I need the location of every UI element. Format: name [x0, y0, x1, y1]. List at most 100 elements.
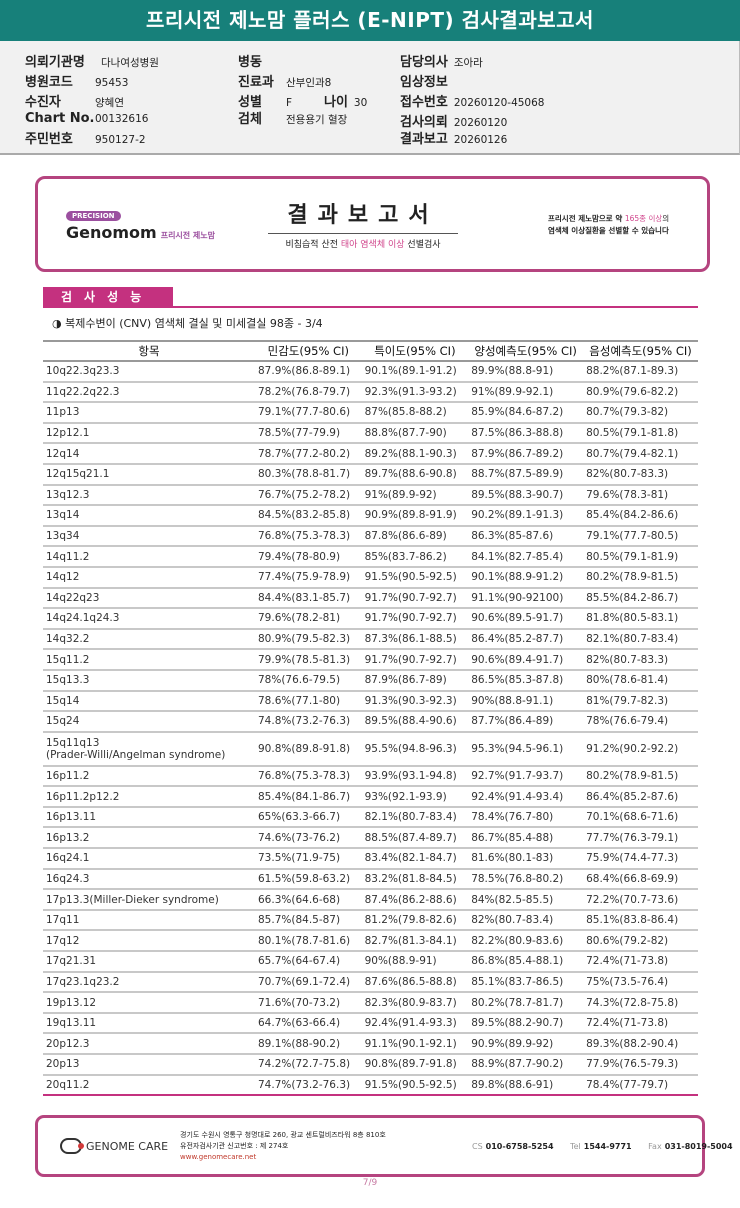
value-cell: 82.1%(80.7-83.4) — [361, 806, 469, 829]
value-cell: 86.3%(85-87.6) — [468, 525, 584, 548]
report-title: 프리시전 제노맘 플러스 (E-NIPT) 검사결과보고서 — [0, 0, 740, 41]
table-row: 14q11.2 79.4%(78-80.9) 85%(83.7-86.2) 84.1%… — [43, 546, 698, 568]
label: 결과보고 — [400, 132, 448, 147]
value-cell: 79.4%(78-80.9) — [255, 546, 362, 568]
item-cell: 19p13.12 — [43, 992, 255, 1014]
value-cell: 85%(83.7-86.2) — [361, 546, 469, 568]
value-cell: 90%(88.8-91.1) — [468, 690, 584, 713]
item-cell: 17q23.1q23.2 — [43, 971, 255, 994]
value-cell: 81.2%(79.8-82.6) — [361, 909, 469, 932]
id-field: 주민번호 950127-2 — [25, 128, 146, 147]
item-cell: 16p11.2p12.2 — [43, 786, 255, 808]
value: 다나여성병원 — [101, 57, 159, 69]
text: 비침습적 산전 — [285, 240, 341, 250]
patient-info-panel: 의뢰기관명 다나여성병원 병원코드 95453 수진자 양혜연 Chart No.00… — [0, 41, 740, 155]
cs-label: CS — [472, 1142, 483, 1151]
value-cell: 81%(79.7-82.3) — [583, 690, 698, 713]
item-cell: 20p13 — [43, 1054, 255, 1076]
value-cell: 89.5%(88.3-90.7) — [468, 484, 584, 507]
value-cell: 70.1%(68.6-71.6) — [583, 806, 698, 829]
text: 선별검사 — [404, 240, 441, 250]
value-cell: 91.5%(90.5-92.5) — [361, 1074, 469, 1097]
label: 접수번호 — [400, 95, 448, 110]
value: 조아라 — [453, 57, 483, 69]
value-cell: 82.3%(80.9-83.7) — [361, 992, 469, 1014]
value-cell: 80.7%(79.4-82.1) — [583, 443, 698, 465]
item-cell: 17q11 — [43, 909, 255, 932]
value-cell: 79.6%(78.3-81) — [583, 484, 698, 507]
value: 양혜연 — [95, 97, 124, 109]
code-field: 병원코드 95453 — [25, 71, 128, 90]
age-value: 30 — [353, 97, 368, 109]
value-cell: 90.8%(89.8-91.8) — [255, 731, 362, 767]
value-cell: 79.9%(78.5-81.3) — [255, 649, 362, 671]
label: 수진자 — [25, 95, 61, 110]
table-row: 12p12.1 78.5%(77-79.9) 88.8%(87.7-90) 87.5%… — [43, 422, 698, 445]
item-cell: 16q24.1 — [43, 848, 255, 870]
text: 의 — [662, 214, 670, 223]
value-cell: 64.7%(63-66.4) — [255, 1012, 362, 1035]
value-cell: 85.7%(84.5-87) — [255, 909, 362, 932]
table-row: 12q15q21.1 80.3%(78.8-81.7) 89.7%(88.6-90.… — [43, 463, 698, 486]
website-link[interactable]: www.genomecare.net — [180, 1153, 257, 1161]
value-cell: 85.4%(84.1-86.7) — [255, 786, 362, 808]
dept-field: 진료과 산부인과8 — [238, 71, 331, 90]
value-cell: 91.1%(90-92100) — [468, 587, 584, 610]
hospital-field: 의뢰기관명 다나여성병원 — [25, 51, 159, 70]
value: 전용용기 혈장 — [286, 114, 348, 126]
value-cell: 72.2%(70.7-73.6) — [583, 889, 698, 911]
value-cell: 91%(89.9-92.1) — [468, 381, 584, 404]
item-cell: 14q32.2 — [43, 628, 255, 651]
table-row: 15q24 74.8%(73.2-76.3) 89.5%(88.4-90.6) 87.… — [43, 711, 698, 733]
ward-field: 병동 — [238, 51, 268, 70]
value-cell: 82.7%(81.3-84.1) — [361, 930, 469, 953]
specimen-field: 검체 전용용기 혈장 — [238, 108, 347, 127]
label: 진료과 — [238, 75, 274, 90]
value-cell: 78%(76.6-79.4) — [583, 711, 698, 733]
table-row: 16q24.1 73.5%(71.9-75) 83.4%(82.1-84.7) 81.… — [43, 848, 698, 870]
item-cell: 19q13.11 — [43, 1012, 255, 1035]
item-cell: 16p13.11 — [43, 806, 255, 829]
table-row: 13q12.3 76.7%(75.2-78.2) 91%(89.9-92) 89.5%… — [43, 484, 698, 507]
value-cell: 78%(76.6-79.5) — [255, 669, 362, 692]
item-cell: 15q11.2 — [43, 649, 255, 671]
value-cell: 82%(80.7-83.4) — [468, 909, 584, 932]
banner-note: 프리시전 제노맘으로 약 165종 이상의 염색체 이상질환을 선별할 수 있습니… — [548, 213, 669, 237]
table-row: 17p13.3(Miller-Dieker syndrome) 66.3%(64.… — [43, 889, 698, 911]
brand: Genomom — [66, 223, 157, 242]
table-row: 17q23.1q23.2 70.7%(69.1-72.4) 87.6%(86.5-8… — [43, 971, 698, 994]
value: 20260126 — [453, 134, 508, 146]
table-row: 14q12 77.4%(75.9-78.9) 91.5%(90.5-92.5) 90.… — [43, 566, 698, 589]
value-cell: 80.2%(78.9-81.5) — [583, 566, 698, 589]
value-cell: 90.2%(89.1-91.3) — [468, 505, 584, 527]
column-header: 음성예측도(95% CI) — [583, 340, 698, 362]
value-cell: 80.5%(79.1-81.8) — [583, 422, 698, 445]
value-cell: 80.5%(79.1-81.9) — [583, 546, 698, 568]
section-subtitle: ◑ 복제수변이 (CNV) 염색체 결실 및 미세결실 98종 - 3/4 — [52, 317, 323, 330]
value-cell: 90.6%(89.5-91.7) — [468, 608, 584, 630]
footer: GENOME CARE 경기도 수원시 영통구 청명대로 260, 광교 센트럴… — [35, 1115, 733, 1177]
value-cell: 83.2%(81.8-84.5) — [361, 868, 469, 891]
value-cell: 70.7%(69.1-72.4) — [255, 971, 362, 994]
chart-field: Chart No.00132616 — [25, 111, 148, 126]
value-cell: 72.4%(71-73.8) — [583, 1012, 698, 1035]
value-cell: 76.8%(75.3-78.3) — [255, 525, 362, 548]
value-cell: 92.3%(91.3-93.2) — [361, 381, 469, 404]
value-cell: 88.9%(87.7-90.2) — [468, 1054, 584, 1076]
section-title: 검사성능 — [43, 287, 173, 307]
value-cell: 85.1%(83.8-86.4) — [583, 909, 698, 932]
value-cell: 90.1%(88.9-91.2) — [468, 566, 584, 589]
item-cell: 14q22q23 — [43, 587, 255, 610]
value-cell: 74.2%(72.7-75.8) — [255, 1054, 362, 1076]
value-cell: 91.3%(90.3-92.3) — [361, 690, 469, 713]
value: 95453 — [95, 77, 129, 89]
table-row: 11q22.2q22.3 78.2%(76.8-79.7) 92.3%(91.3-9… — [43, 381, 698, 404]
value-cell: 66.3%(64.6-68) — [255, 889, 362, 911]
table-row: 10q22.3q23.3 87.9%(86.8-89.1) 90.1%(89.1-9… — [43, 361, 698, 383]
value-cell: 90.1%(89.1-91.2) — [361, 361, 469, 383]
logo-mark-icon — [60, 1138, 84, 1154]
value-cell: 77.9%(76.5-79.3) — [583, 1054, 698, 1076]
sex-field: 성별 F 나이 30 — [238, 91, 367, 110]
value-cell: 74.7%(73.2-76.3) — [255, 1074, 362, 1097]
value-cell: 86.7%(85.4-88) — [468, 827, 584, 850]
